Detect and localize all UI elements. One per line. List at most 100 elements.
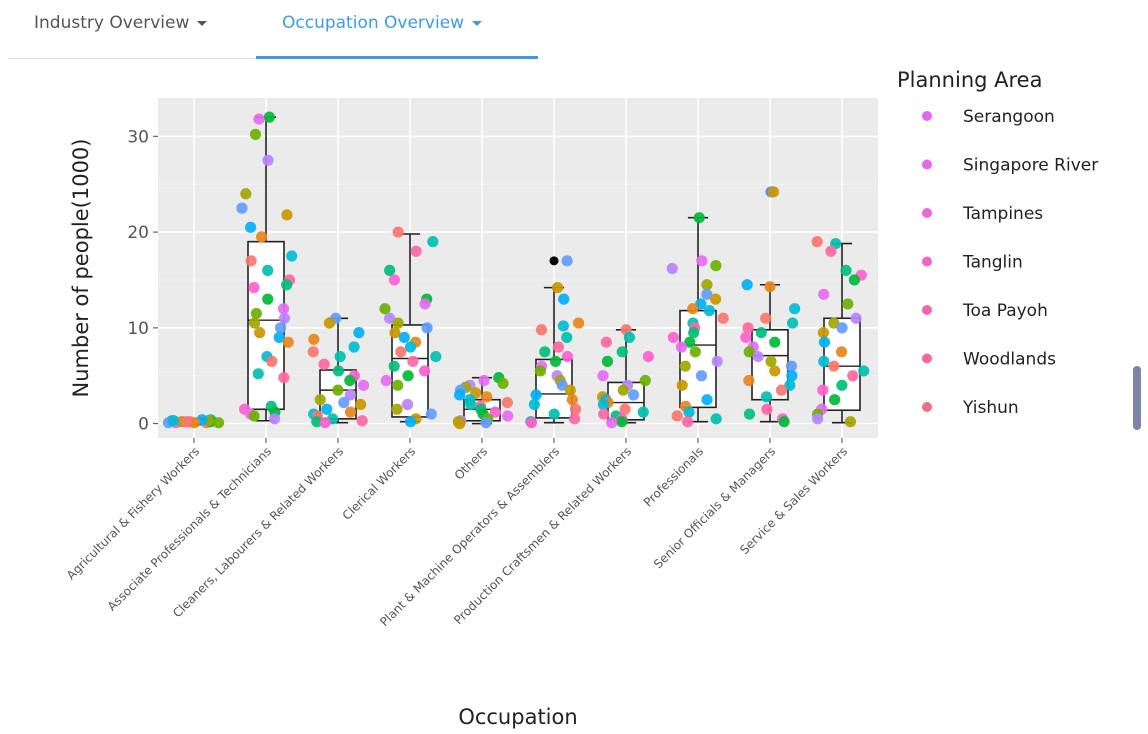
data-point (740, 331, 752, 344)
data-point (850, 312, 862, 324)
data-point (561, 350, 574, 363)
data-point (281, 209, 293, 221)
data-point (569, 403, 582, 415)
data-point (481, 391, 493, 403)
data-point (637, 406, 649, 418)
x-tick-label: Clerical Workers (340, 444, 418, 522)
data-point (384, 264, 396, 276)
data-point (847, 370, 859, 382)
data-point (840, 264, 852, 276)
data-point (828, 360, 840, 372)
data-point (323, 317, 336, 329)
data-point (619, 403, 631, 415)
legend-label: Woodlands (963, 350, 1056, 370)
x-axis-title: Occupation (458, 705, 577, 729)
data-point (549, 355, 562, 367)
data-point (671, 410, 683, 422)
data-point (410, 245, 422, 257)
data-point (489, 406, 501, 418)
data-point (262, 293, 274, 305)
data-point (379, 303, 391, 315)
data-point (252, 368, 264, 380)
data-point (769, 336, 781, 348)
data-point (710, 260, 722, 272)
tab-bar: Industry Overview Occupation Overview (0, 0, 560, 62)
data-point (689, 346, 701, 358)
data-point (278, 372, 290, 384)
data-point (286, 250, 298, 262)
data-point (344, 389, 356, 401)
scrollbar-thumb[interactable] (1133, 366, 1141, 430)
data-point (262, 154, 274, 166)
data-point (765, 355, 777, 367)
data-point (266, 355, 278, 367)
data-point (842, 298, 854, 310)
tab-industry-overview-label: Industry Overview (34, 13, 190, 33)
data-point (600, 336, 612, 348)
data-point (453, 389, 466, 401)
data-point (811, 236, 823, 248)
data-point (598, 408, 610, 420)
data-point (710, 413, 722, 425)
data-point (775, 384, 788, 396)
data-point (667, 331, 679, 344)
data-point (701, 288, 713, 300)
data-point (693, 212, 705, 224)
data-point (307, 346, 319, 358)
data-point (388, 360, 400, 372)
data-point (785, 360, 798, 372)
data-point (561, 255, 573, 267)
data-point (764, 281, 776, 293)
data-point (380, 374, 392, 387)
data-point (844, 416, 857, 428)
data-point (344, 406, 357, 418)
data-point (688, 327, 700, 339)
data-point (530, 389, 542, 401)
data-point (318, 358, 330, 370)
data-point (465, 398, 477, 411)
data-point (311, 416, 323, 428)
data-point (430, 350, 442, 363)
y-tick-label: 10 (127, 319, 149, 339)
data-point (212, 417, 225, 429)
data-point (277, 303, 290, 315)
data-point (392, 317, 404, 329)
data-point (709, 293, 722, 305)
data-point (666, 262, 678, 275)
data-point (384, 312, 396, 324)
data-point (356, 415, 368, 427)
data-point (601, 355, 614, 367)
data-point (743, 408, 756, 420)
data-point (321, 403, 333, 415)
data-point (627, 389, 640, 401)
data-point (566, 394, 578, 406)
data-point (789, 303, 801, 315)
data-point (502, 410, 514, 422)
tab-industry-overview[interactable]: Industry Overview (34, 0, 208, 58)
data-point (835, 346, 848, 358)
data-point (617, 384, 629, 396)
tab-occupation-overview[interactable]: Occupation Overview (256, 0, 538, 58)
data-point (564, 384, 576, 396)
data-point (427, 236, 439, 248)
data-point (388, 274, 400, 286)
active-tab-indicator (256, 56, 538, 59)
legend-label: Tampines (962, 204, 1043, 224)
data-point (817, 327, 830, 339)
data-point (240, 188, 252, 200)
legend-label: Tanglin (962, 253, 1023, 273)
data-point (278, 312, 291, 324)
data-point (568, 413, 581, 425)
data-point (353, 327, 365, 339)
legend-swatch (922, 305, 932, 315)
data-point (755, 327, 767, 339)
data-point (404, 416, 417, 428)
data-point (256, 231, 268, 243)
data-point (262, 264, 274, 276)
y-tick-label: 20 (127, 223, 149, 243)
data-point (818, 288, 830, 300)
legend-swatch (922, 256, 932, 267)
data-point (683, 406, 695, 418)
data-point (501, 396, 513, 409)
y-tick-label: 0 (138, 415, 149, 435)
